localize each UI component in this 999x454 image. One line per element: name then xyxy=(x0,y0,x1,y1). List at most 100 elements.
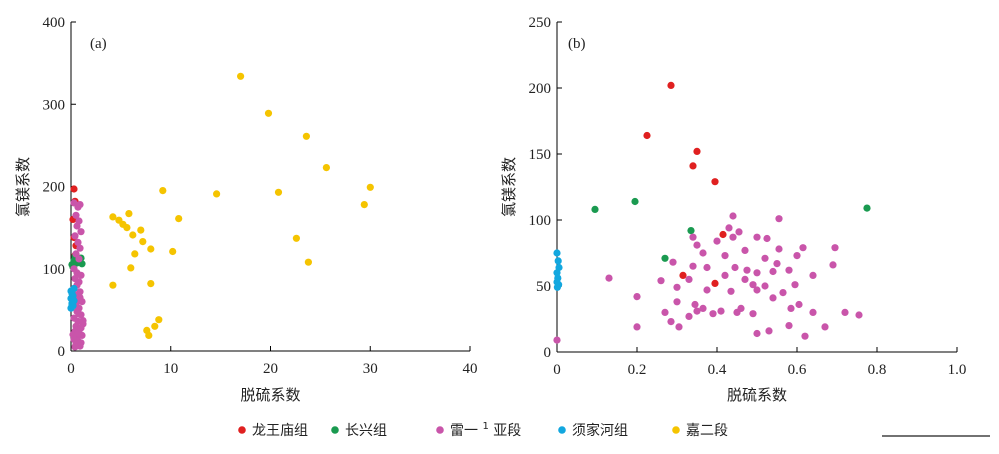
panel-b-point xyxy=(689,233,697,241)
panel-b-point xyxy=(863,204,871,212)
panel-b-point xyxy=(809,308,817,316)
panel-a-point xyxy=(304,258,312,266)
panel-a-point xyxy=(70,284,78,293)
panel-b-point xyxy=(711,279,719,287)
panel-b-point xyxy=(809,271,817,279)
panel-a-x-tick-label: 40 xyxy=(463,361,478,377)
panel-b-point xyxy=(761,282,769,290)
panel-b-x-axis-label: 脱硫系数 xyxy=(727,386,787,404)
panel-b-point xyxy=(787,304,795,312)
panel-b-point xyxy=(801,332,809,340)
panel-b-label: (b) xyxy=(568,36,586,52)
panel-a-point xyxy=(147,245,155,253)
panel-a-x-tick-label: 20 xyxy=(263,361,278,377)
panel-b-point xyxy=(685,312,693,320)
panel-b-x-tick-label: 1.0 xyxy=(948,362,967,378)
panel-a-y-tick-label: 200 xyxy=(43,180,66,196)
panel-b-point xyxy=(831,244,839,252)
panel-a-point xyxy=(137,226,145,234)
panel-b-point xyxy=(679,271,687,279)
panel-b-point xyxy=(729,212,737,220)
panel-a-point xyxy=(69,296,77,304)
panel-b-point xyxy=(693,147,701,155)
panel-b-point xyxy=(689,262,697,270)
panel-b-point xyxy=(743,266,751,274)
panel-a-point xyxy=(213,190,221,198)
panel-b-y-tick-label: 250 xyxy=(529,15,552,31)
panel-b-point xyxy=(725,224,733,232)
panel-a-point xyxy=(127,264,135,272)
panel-b-point xyxy=(741,275,749,283)
panel-b-point xyxy=(763,234,771,243)
panel-b-point xyxy=(713,237,721,245)
panel-b-point xyxy=(687,227,695,235)
panel-b-point xyxy=(785,266,793,274)
legend-marker xyxy=(436,426,444,434)
panel-b-point xyxy=(791,281,799,289)
panel-b-point xyxy=(721,271,729,279)
panel-b-point xyxy=(553,249,561,257)
panel-a-point xyxy=(237,72,245,80)
panel-b-point xyxy=(735,228,743,236)
panel-a-y-axis-label: 氯镁系数 xyxy=(14,157,32,217)
panel-a-label: (a) xyxy=(90,36,107,52)
panel-a-point xyxy=(360,201,368,209)
panel-b-point xyxy=(729,233,737,241)
panel-b-y-tick-label: 200 xyxy=(529,81,552,97)
panel-b-x-tick-label: 0 xyxy=(553,362,561,378)
panel-b-point xyxy=(753,286,761,294)
panel-b-point xyxy=(719,230,727,239)
panel-b-point xyxy=(855,311,863,319)
panel-b-point xyxy=(703,286,711,294)
panel-b-point xyxy=(741,246,749,254)
panel-b-point xyxy=(667,318,675,326)
panel-b-x-tick-label: 0.4 xyxy=(708,362,727,378)
panel-a-point xyxy=(292,234,300,242)
panel-a-y-tick-label: 0 xyxy=(58,344,66,360)
panel-b-y-tick-label: 0 xyxy=(544,345,552,361)
panel-b-point xyxy=(749,310,757,318)
panel-b-point xyxy=(703,263,711,272)
legend-label: 长兴组 xyxy=(345,423,387,439)
panel-b-point xyxy=(753,329,761,338)
panel-a-point xyxy=(71,232,79,240)
panel-a-y-tick-label: 100 xyxy=(43,262,66,278)
panel-b-point xyxy=(633,293,641,301)
panel-a-x-tick-label: 30 xyxy=(363,361,378,377)
panel-b-point xyxy=(711,178,719,186)
panel-b-x-tick-label: 0.6 xyxy=(788,362,807,378)
panel-b-point xyxy=(631,197,639,206)
panel-b-y-tick-label: 150 xyxy=(529,147,552,163)
panel-b-point xyxy=(673,283,681,291)
panel-a-point xyxy=(74,238,82,246)
panel-a-point xyxy=(125,210,133,218)
panel-b-point xyxy=(779,289,787,297)
legend-marker xyxy=(238,426,246,434)
panel-b-point xyxy=(591,205,599,213)
panel-a-point xyxy=(77,324,85,332)
panel-b-point xyxy=(727,287,735,295)
panel-b-point xyxy=(709,310,717,318)
panel-b-point xyxy=(667,81,675,89)
legend-label: 须家河组 xyxy=(572,422,628,439)
panel-b-point xyxy=(737,304,745,312)
panel-b-point xyxy=(554,257,562,265)
panel-a-x-tick-label: 0 xyxy=(67,361,75,377)
panel-a-x-axis-label: 脱硫系数 xyxy=(240,386,300,404)
panel-b-point xyxy=(661,254,669,262)
panel-b-point xyxy=(669,258,677,266)
panel-b-point xyxy=(721,252,729,260)
panel-b-point xyxy=(693,307,701,315)
panel-a-point xyxy=(109,213,117,221)
panel-b-point xyxy=(685,275,693,283)
panel-a-y-tick-label: 300 xyxy=(43,97,66,113)
panel-a-point xyxy=(264,109,273,117)
panel-a-point xyxy=(322,164,330,172)
panel-b-point xyxy=(769,267,777,276)
legend-marker xyxy=(331,426,339,434)
panel-b-point xyxy=(841,308,849,316)
panel-b-point xyxy=(553,269,561,277)
panel-b-point xyxy=(753,233,761,241)
panel-b-point xyxy=(675,323,683,331)
panel-a-point xyxy=(75,310,83,318)
